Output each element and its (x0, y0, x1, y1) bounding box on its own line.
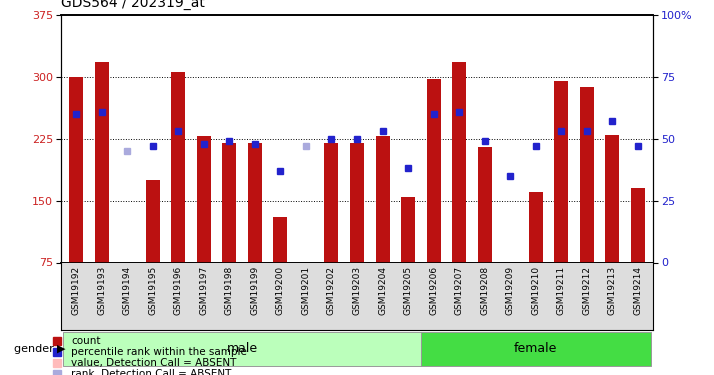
Bar (64, 332, 421, 366)
Text: GSM19195: GSM19195 (148, 266, 157, 315)
Text: GSM19194: GSM19194 (123, 266, 131, 315)
Text: GSM19212: GSM19212 (583, 266, 591, 315)
Bar (452, 62, 466, 262)
Text: GSM19193: GSM19193 (97, 266, 106, 315)
Text: GSM19201: GSM19201 (301, 266, 311, 315)
Text: GSM19192: GSM19192 (71, 266, 81, 315)
Text: count: count (71, 336, 101, 345)
Text: percentile rank within the sample: percentile rank within the sample (71, 347, 247, 357)
Text: GSM19197: GSM19197 (199, 266, 208, 315)
Bar (171, 72, 185, 262)
Bar (421, 332, 650, 366)
Bar (222, 143, 236, 262)
Text: GSM19202: GSM19202 (327, 266, 336, 315)
Text: female: female (514, 342, 558, 355)
Text: GSM19203: GSM19203 (353, 266, 361, 315)
Text: GSM19214: GSM19214 (633, 266, 643, 315)
Text: GSM19213: GSM19213 (608, 266, 617, 315)
Text: ▶: ▶ (57, 344, 66, 354)
Text: GSM19208: GSM19208 (481, 266, 489, 315)
Text: GDS564 / 202319_at: GDS564 / 202319_at (61, 0, 205, 10)
Text: GSM19207: GSM19207 (455, 266, 463, 315)
Bar (605, 135, 620, 262)
Text: GSM19200: GSM19200 (276, 266, 285, 315)
Text: value, Detection Call = ABSENT: value, Detection Call = ABSENT (71, 358, 237, 368)
Bar (426, 78, 441, 262)
Bar (273, 217, 288, 262)
Bar (146, 180, 160, 262)
Text: GSM19196: GSM19196 (174, 266, 183, 315)
Bar (580, 87, 594, 262)
Text: GSM19205: GSM19205 (403, 266, 413, 315)
Text: GSM19211: GSM19211 (557, 266, 566, 315)
Text: GSM19210: GSM19210 (531, 266, 540, 315)
Text: GSM19199: GSM19199 (251, 266, 259, 315)
Text: gender: gender (14, 344, 57, 354)
Text: rank, Detection Call = ABSENT: rank, Detection Call = ABSENT (71, 369, 232, 375)
Bar (554, 81, 568, 262)
Bar (248, 143, 262, 262)
Bar (376, 136, 390, 262)
Bar (631, 188, 645, 262)
Bar (324, 143, 338, 262)
Bar (529, 192, 543, 262)
Text: GSM19204: GSM19204 (378, 266, 387, 315)
Text: male: male (226, 342, 258, 355)
Bar (94, 62, 109, 262)
Bar (69, 77, 83, 262)
Bar (401, 196, 415, 262)
Bar (478, 147, 492, 262)
Bar (197, 136, 211, 262)
Text: GSM19198: GSM19198 (225, 266, 233, 315)
Text: GSM19206: GSM19206 (429, 266, 438, 315)
Text: GSM19209: GSM19209 (506, 266, 515, 315)
Bar (350, 143, 364, 262)
